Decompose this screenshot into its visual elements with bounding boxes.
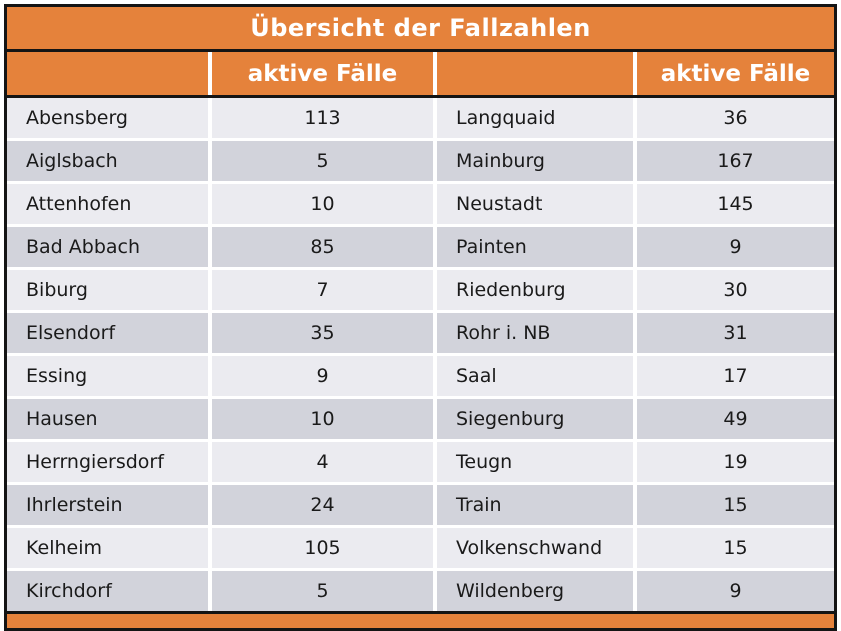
municipality-name-cell: Kelheim bbox=[7, 528, 208, 568]
active-cases-value-cell: 9 bbox=[637, 571, 834, 611]
active-cases-value-cell: 15 bbox=[637, 528, 834, 568]
municipality-name-cell: Saal bbox=[437, 356, 633, 396]
municipality-name-cell: Hausen bbox=[7, 399, 208, 439]
municipality-name-cell: Bad Abbach bbox=[7, 227, 208, 267]
active-cases-value-cell: 167 bbox=[637, 141, 834, 181]
active-cases-value-cell: 49 bbox=[637, 399, 834, 439]
table-title: Übersicht der Fallzahlen bbox=[7, 7, 834, 49]
fallzahlen-table: Übersicht der Fallzahlen aktive Fälle ak… bbox=[4, 4, 837, 631]
header-empty-cell-left bbox=[7, 52, 208, 95]
header-active-cases-right: aktive Fälle bbox=[637, 52, 834, 95]
active-cases-value-cell: 10 bbox=[212, 399, 433, 439]
footer-orange-strip bbox=[7, 614, 834, 628]
municipality-name-cell: Langquaid bbox=[437, 98, 633, 138]
active-cases-value-cell: 17 bbox=[637, 356, 834, 396]
municipality-name-cell: Rohr i. NB bbox=[437, 313, 633, 353]
header-divider bbox=[7, 95, 834, 98]
active-cases-value-cell: 9 bbox=[212, 356, 433, 396]
active-cases-value-cell: 35 bbox=[212, 313, 433, 353]
municipality-name-cell: Essing bbox=[7, 356, 208, 396]
active-cases-value-cell: 15 bbox=[637, 485, 834, 525]
municipality-name-cell: Ihrlerstein bbox=[7, 485, 208, 525]
header-empty-cell-right bbox=[437, 52, 633, 95]
active-cases-value-cell: 31 bbox=[637, 313, 834, 353]
municipality-name-cell: Neustadt bbox=[437, 184, 633, 224]
footer-divider bbox=[7, 611, 834, 614]
municipality-name-cell: Mainburg bbox=[437, 141, 633, 181]
active-cases-value-cell: 36 bbox=[637, 98, 834, 138]
active-cases-value-cell: 5 bbox=[212, 141, 433, 181]
municipality-name-cell: Biburg bbox=[7, 270, 208, 310]
municipality-name-cell: Herrngiersdorf bbox=[7, 442, 208, 482]
title-divider bbox=[7, 49, 834, 52]
municipality-name-cell: Aiglsbach bbox=[7, 141, 208, 181]
municipality-name-cell: Painten bbox=[437, 227, 633, 267]
municipality-name-cell: Train bbox=[437, 485, 633, 525]
active-cases-value-cell: 4 bbox=[212, 442, 433, 482]
active-cases-value-cell: 9 bbox=[637, 227, 834, 267]
municipality-name-cell: Attenhofen bbox=[7, 184, 208, 224]
active-cases-value-cell: 105 bbox=[212, 528, 433, 568]
active-cases-value-cell: 145 bbox=[637, 184, 834, 224]
municipality-name-cell: Kirchdorf bbox=[7, 571, 208, 611]
active-cases-value-cell: 7 bbox=[212, 270, 433, 310]
municipality-name-cell: Wildenberg bbox=[437, 571, 633, 611]
municipality-name-cell: Volkenschwand bbox=[437, 528, 633, 568]
active-cases-value-cell: 24 bbox=[212, 485, 433, 525]
municipality-name-cell: Teugn bbox=[437, 442, 633, 482]
municipality-name-cell: Siegenburg bbox=[437, 399, 633, 439]
table-header-row: aktive Fälle aktive Fälle bbox=[7, 52, 834, 95]
header-active-cases-left: aktive Fälle bbox=[212, 52, 433, 95]
active-cases-value-cell: 19 bbox=[637, 442, 834, 482]
active-cases-value-cell: 113 bbox=[212, 98, 433, 138]
active-cases-value-cell: 85 bbox=[212, 227, 433, 267]
active-cases-value-cell: 30 bbox=[637, 270, 834, 310]
municipality-name-cell: Abensberg bbox=[7, 98, 208, 138]
active-cases-value-cell: 10 bbox=[212, 184, 433, 224]
active-cases-value-cell: 5 bbox=[212, 571, 433, 611]
municipality-name-cell: Elsendorf bbox=[7, 313, 208, 353]
municipality-name-cell: Riedenburg bbox=[437, 270, 633, 310]
table-body: Abensberg 113 Langquaid 36 Aiglsbach 5 Mainbur… bbox=[7, 98, 834, 611]
